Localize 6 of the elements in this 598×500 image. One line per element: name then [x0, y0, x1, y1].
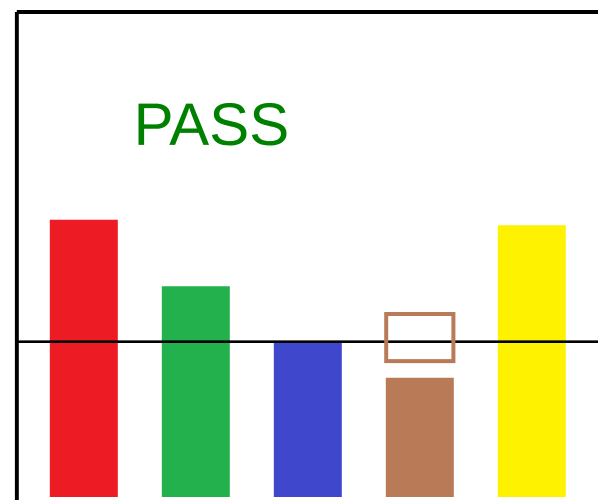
bar [50, 220, 118, 498]
bar [386, 378, 454, 498]
text: PASS [138, 103, 286, 146]
bar [274, 342, 342, 498]
bar [498, 225, 566, 498]
bar [162, 286, 230, 498]
